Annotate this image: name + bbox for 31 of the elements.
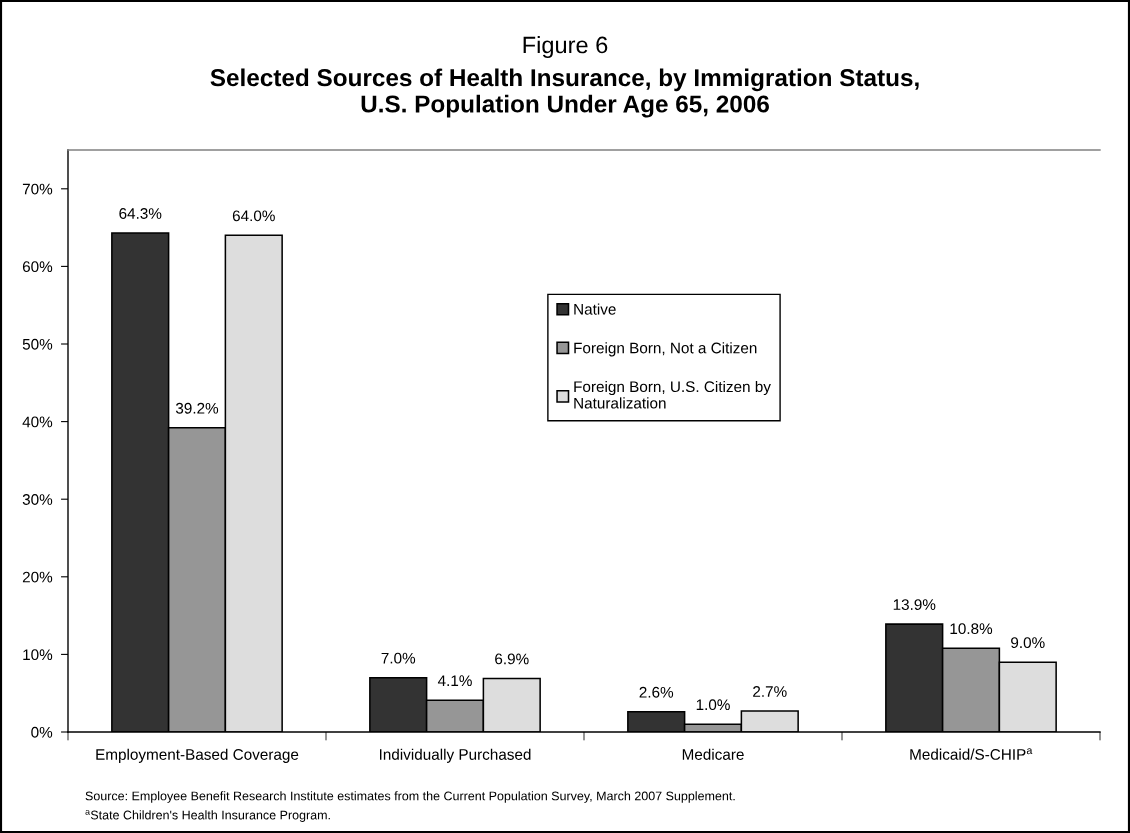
data-label: 4.1%	[437, 675, 472, 686]
chart-subtitle: Selected Sources of Health Insurance, by Immigration Status, U.S. Population Under Age 65, 2006	[210, 68, 919, 118]
y-tick-label: 70%	[22, 183, 53, 195]
x-tick-label: Medicare	[682, 748, 744, 760]
x-tick-label: Individually Purchased	[379, 748, 531, 763]
y-tick-label: 60%	[22, 261, 53, 273]
data-label: 6.9%	[495, 653, 529, 665]
data-label: 7.0%	[381, 652, 416, 664]
data-label: 2.7%	[753, 686, 787, 697]
y-tick-label: 0%	[31, 726, 53, 738]
data-label: 39.2%	[175, 402, 219, 414]
data-label: 64.0%	[232, 210, 275, 222]
y-tick-label: 40%	[22, 416, 53, 428]
y-tick-label: 20%	[22, 571, 53, 583]
y-tick-label: 10%	[23, 649, 53, 661]
x-tick-label: Employment-Based Coverage	[96, 748, 299, 763]
x-tick-label: Medicaid/S-CHIP$^{a}$	[910, 748, 1033, 760]
chart-title: Figure 6	[523, 36, 608, 58]
text: $^{a}$State Children's Health Insurance Program.	[85, 810, 330, 822]
data-label: 1.0%	[696, 699, 730, 711]
y-tick-label: 50%	[22, 338, 53, 350]
source-note: Source: Employee Benefit Research Institute estimates from the Current Population Survey, March 2007 Supplement.	[85, 791, 735, 803]
data-label: 9.0%	[1011, 637, 1045, 649]
legend-label: Native	[574, 303, 616, 315]
data-label: 13.9%	[893, 599, 936, 611]
data-label: 10.8%	[950, 623, 993, 635]
data-label: 2.6%	[639, 686, 674, 698]
y-tick-label: 30%	[22, 494, 53, 505]
data-label: 64.3%	[119, 208, 162, 219]
legend-label: Foreign Born, U.S. Citizen by Naturalization	[574, 380, 771, 409]
legend-label: Foreign Born, Not a Citizen	[574, 342, 757, 357]
